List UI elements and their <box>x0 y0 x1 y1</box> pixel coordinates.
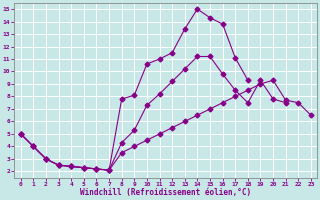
X-axis label: Windchill (Refroidissement éolien,°C): Windchill (Refroidissement éolien,°C) <box>80 188 252 197</box>
